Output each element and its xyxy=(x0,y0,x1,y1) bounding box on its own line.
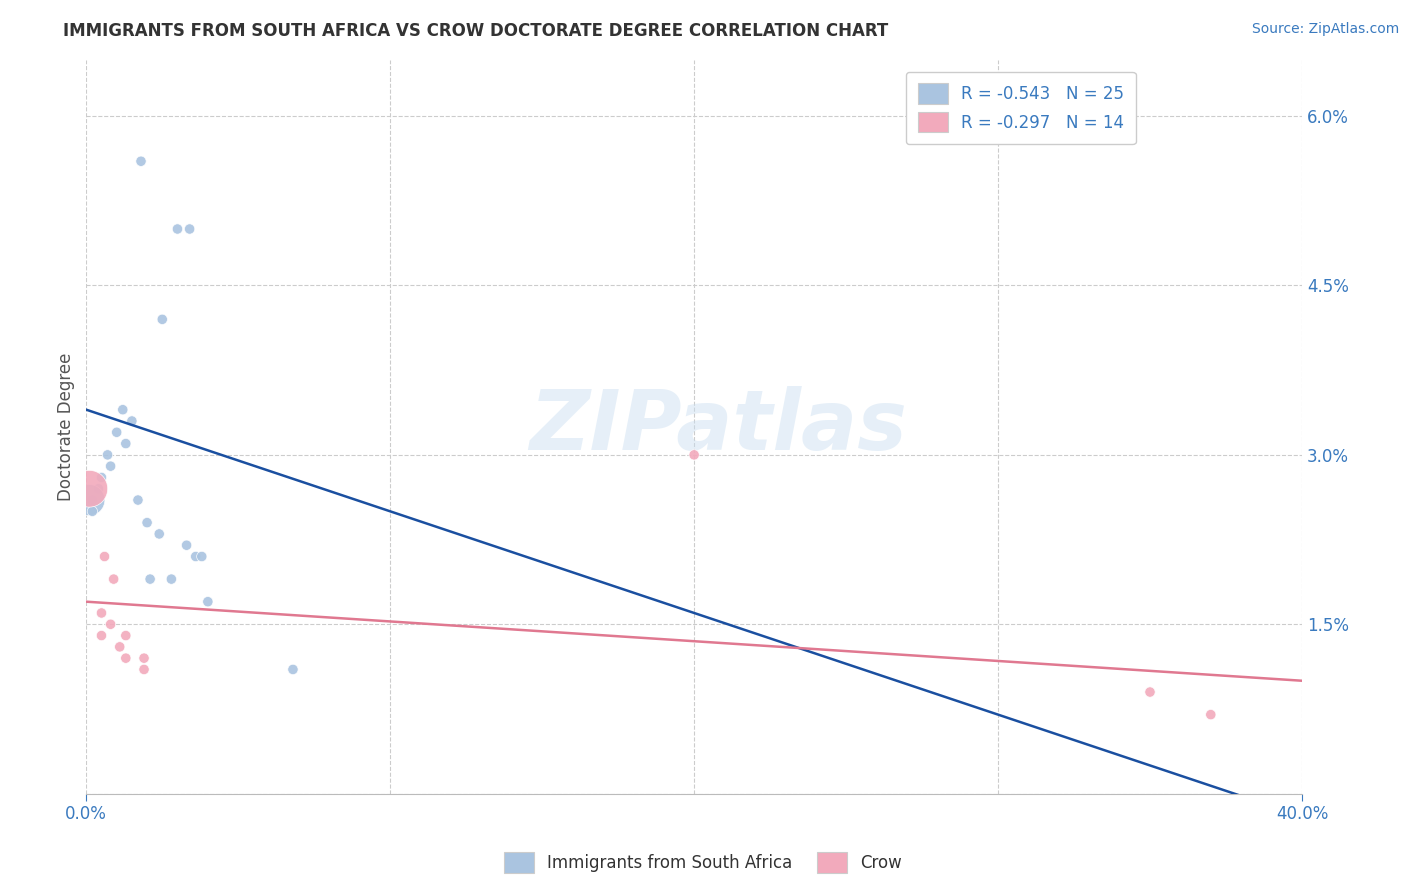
Point xyxy=(114,651,136,665)
Point xyxy=(129,154,152,169)
Point xyxy=(111,402,134,417)
Point xyxy=(82,504,104,518)
Point xyxy=(108,640,131,654)
Point xyxy=(1139,685,1161,699)
Point xyxy=(176,538,198,552)
Point xyxy=(90,606,112,620)
Point xyxy=(121,414,143,428)
Point xyxy=(179,222,201,236)
Point xyxy=(114,436,136,450)
Point xyxy=(1199,707,1222,722)
Point xyxy=(166,222,188,236)
Point xyxy=(197,595,219,609)
Point xyxy=(100,617,122,632)
Text: ZIPatlas: ZIPatlas xyxy=(530,386,907,467)
Point xyxy=(103,572,125,586)
Point xyxy=(105,425,128,440)
Point xyxy=(148,527,170,541)
Point xyxy=(87,482,110,496)
Point xyxy=(150,312,173,326)
Point xyxy=(127,493,149,508)
Point xyxy=(281,663,304,677)
Point xyxy=(82,493,104,508)
Point xyxy=(79,482,101,496)
Point xyxy=(93,549,115,564)
Text: IMMIGRANTS FROM SOUTH AFRICA VS CROW DOCTORATE DEGREE CORRELATION CHART: IMMIGRANTS FROM SOUTH AFRICA VS CROW DOC… xyxy=(63,22,889,40)
Point xyxy=(100,459,122,474)
Legend: Immigrants from South Africa, Crow: Immigrants from South Africa, Crow xyxy=(496,846,910,880)
Point xyxy=(160,572,183,586)
Point xyxy=(132,663,155,677)
Point xyxy=(97,448,120,462)
Point xyxy=(90,470,112,484)
Point xyxy=(191,549,214,564)
Point xyxy=(79,493,101,508)
Point xyxy=(114,629,136,643)
Legend: R = -0.543   N = 25, R = -0.297   N = 14: R = -0.543 N = 25, R = -0.297 N = 14 xyxy=(905,71,1136,144)
Point xyxy=(132,651,155,665)
Point xyxy=(136,516,159,530)
Text: Source: ZipAtlas.com: Source: ZipAtlas.com xyxy=(1251,22,1399,37)
Y-axis label: Doctorate Degree: Doctorate Degree xyxy=(58,352,75,500)
Point xyxy=(90,629,112,643)
Point xyxy=(683,448,706,462)
Point xyxy=(139,572,162,586)
Point xyxy=(184,549,207,564)
